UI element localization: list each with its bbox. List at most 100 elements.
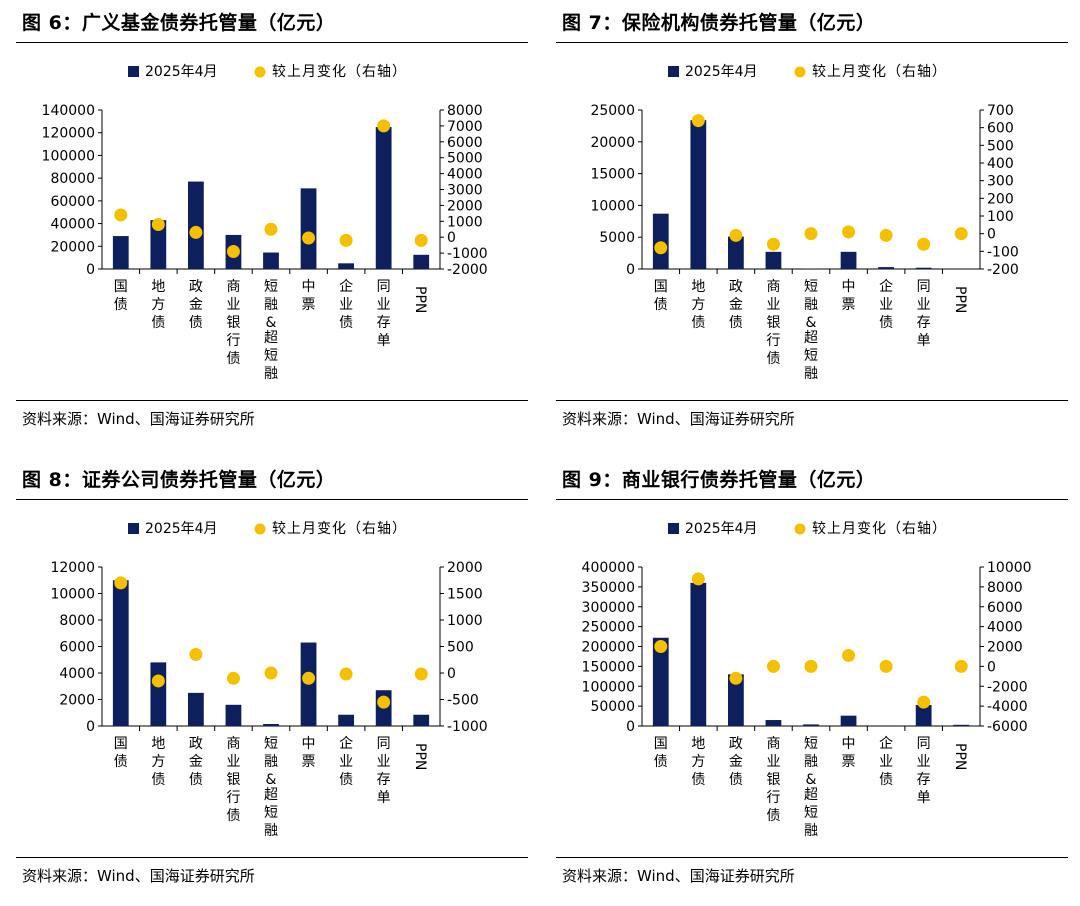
x-tick-label-char: 业 [766,754,780,770]
x-tick-label-char: 融 [804,366,818,382]
left-tick-label: 300000 [582,600,635,616]
x-tick-label-char: 地 [151,279,165,295]
bar [690,583,706,726]
x-tick-label-char: 银 [766,772,780,788]
x-tick-label-char: 方 [151,297,165,313]
x-tick-label: 企业债 [879,278,893,331]
right-tick-label: 1000 [447,613,483,629]
scatter-point [340,234,353,247]
chart-title: 图 9：商业银行债券托管量（亿元） [562,465,875,492]
scatter-point [415,668,428,681]
x-tick-label-char: 中 [302,736,316,752]
legend-dot-swatch [255,67,266,78]
x-tick-label-char: 银 [766,315,780,331]
x-tick-label-char: 业 [339,754,353,770]
legend: 2025年4月较上月变化（右轴） [668,64,947,80]
x-tick-label-char: 存 [917,315,931,331]
x-tick-label-char: 企 [339,735,353,752]
x-tick-label-char: 政 [729,736,743,752]
x-tick-label-char: 单 [377,333,391,349]
source-divider [16,400,528,401]
x-tick-label: 地方债 [151,279,165,331]
left-tick-label: 4000 [59,666,95,682]
legend-bar-swatch [128,66,139,77]
left-tick-label: 200000 [582,640,635,656]
x-tick-label-char: 国 [654,736,668,752]
x-tick-label-char: 中 [302,279,316,295]
right-tick-label: -1000 [447,246,488,262]
x-tick-label-char: 企 [879,278,893,295]
x-tick-label-char: 业 [917,754,931,770]
x-tick-label: 商业银行债 [226,279,240,367]
legend: 2025年4月较上月变化（右轴） [128,64,407,80]
left-tick-label: 6000 [59,640,95,656]
x-tick-label-char: 政 [189,736,203,752]
right-tick-label: 4000 [447,167,483,183]
x-tick-label-char: 债 [879,772,893,788]
left-tick-label: 80000 [50,171,95,187]
legend-bar-swatch [668,523,679,534]
legend-bar-label: 2025年4月 [145,521,218,537]
x-tick-label-char: 方 [691,754,705,770]
x-tick-label-char: 债 [226,351,240,367]
bar [263,724,279,726]
x-tick-label: 政金债 [729,736,743,788]
scatter-point [880,660,893,673]
scatter-point [114,576,127,589]
x-tick-label: 国债 [654,736,668,770]
scatter-point [152,674,165,687]
bar [766,720,782,726]
x-tick-label: 短融&超短融 [804,279,818,382]
legend-bar-label: 2025年4月 [145,64,218,80]
right-tick-label: 8000 [447,103,483,119]
bar [263,253,279,269]
bar [188,182,204,269]
x-tick-label-char: 政 [189,279,203,295]
left-tick-label: 10000 [590,198,635,214]
bar [916,268,932,269]
right-tick-label: 4000 [987,620,1023,636]
right-tick-label: -4000 [987,699,1028,715]
scatter-point [189,226,202,239]
x-tick-label-char: & [266,772,277,788]
left-tick-label: 150000 [582,659,635,675]
x-tick-label-char: 行 [766,333,780,349]
right-tick-label: 2000 [447,560,483,576]
x-tick-label-char: 融 [264,754,278,770]
x-tick-label-char: 业 [377,754,391,770]
bar [878,267,894,269]
x-tick-label: 企业债 [339,278,353,331]
bar [803,724,819,726]
right-tick-label: -6000 [987,719,1028,735]
right-tick-label: 0 [447,230,456,246]
x-tick-label-char: 业 [917,297,931,313]
left-tick-label: 50000 [590,699,635,715]
x-tick-label: 短融&超短融 [804,736,818,839]
x-tick-label: 企业债 [339,735,353,788]
legend-dot-label: 较上月变化（右轴） [272,521,407,537]
x-tick-label-char: 中 [842,279,856,295]
scatter-point [955,660,968,673]
scatter-point [152,218,165,231]
scatter-point [189,648,202,661]
scatter-point [917,696,930,709]
x-tick-label-text: PPN [952,743,968,770]
scatter-point [302,231,315,244]
right-tick-label: 100 [987,209,1014,225]
x-tick-label-char: 地 [151,736,165,752]
x-tick-label-char: 方 [151,754,165,770]
right-tick-label: 500 [447,640,474,656]
x-tick-label-char: 金 [729,297,743,313]
left-tick-label: 100000 [582,679,635,695]
scatter-point [302,672,315,685]
left-tick-label: 250000 [582,620,635,636]
source-note: 资料来源：Wind、国海证券研究所 [562,865,795,886]
x-tick-label-char: 融 [804,823,818,839]
bar [188,693,204,726]
x-tick-label-char: 商 [226,736,240,752]
source-divider [556,857,1068,858]
bar [953,725,969,726]
right-tick-label: -2000 [987,679,1028,695]
